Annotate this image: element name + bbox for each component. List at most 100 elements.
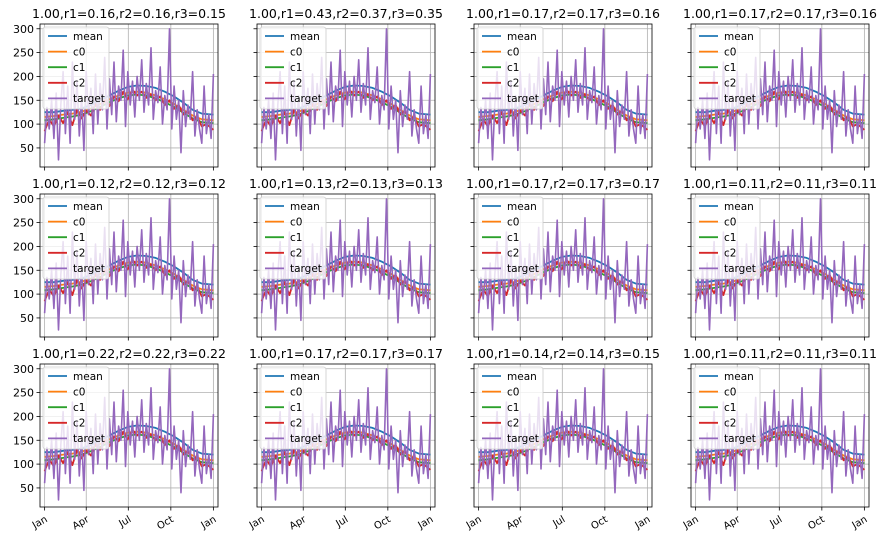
axes-frame <box>39 193 219 338</box>
y-tick-label: 200 <box>13 240 34 253</box>
legend-label-c2: c2 <box>724 418 736 430</box>
legend-label-c0: c0 <box>290 216 302 228</box>
y-tick-label: 100 <box>13 458 34 471</box>
legend-label-target: target <box>724 433 756 445</box>
axes-frame <box>690 193 870 338</box>
legend-box <box>476 366 544 450</box>
series-line-c2 <box>694 428 865 472</box>
legend-label-c1: c1 <box>290 232 302 244</box>
axes-frame <box>473 23 653 168</box>
axes-frame <box>256 363 436 508</box>
axes-frame <box>690 363 870 508</box>
legend-label-target: target <box>507 93 539 105</box>
legend-label-c0: c0 <box>73 46 85 58</box>
series-line-c2 <box>260 428 431 472</box>
subplot-title: 1.00,r1=0.22,r2=0.22,r3=0.22 <box>32 346 226 361</box>
legend-box <box>476 26 544 110</box>
legend-label-c1: c1 <box>290 62 302 74</box>
legend: mean c0 c1 c2 target <box>476 196 544 280</box>
legend: mean c0 c1 c2 target <box>42 196 110 280</box>
legend-label-c1: c1 <box>507 402 519 414</box>
axes-frame <box>39 23 219 168</box>
legend-box <box>42 366 110 450</box>
legend-label-c2: c2 <box>507 78 519 90</box>
legend-box <box>259 366 327 450</box>
legend: mean c0 c1 c2 target <box>42 366 110 450</box>
axes-frame <box>690 23 870 168</box>
subplot-title: 1.00,r1=0.14,r2=0.14,r3=0.15 <box>466 346 660 361</box>
y-tick-label: 200 <box>13 410 34 423</box>
series-line-c2 <box>477 258 648 302</box>
subplot-title: 1.00,r1=0.11,r2=0.11,r3=0.11 <box>683 176 877 191</box>
axes-frame <box>473 363 653 508</box>
axes-frame <box>473 193 653 338</box>
legend: mean c0 c1 c2 target <box>693 26 761 110</box>
legend-label-c0: c0 <box>290 386 302 398</box>
y-tick-label: 300 <box>13 23 34 36</box>
series-line-c2 <box>694 88 865 132</box>
legend-label-c0: c0 <box>724 216 736 228</box>
legend-label-c1: c1 <box>724 62 736 74</box>
legend-label-mean: mean <box>73 371 103 383</box>
series-group <box>260 367 432 501</box>
y-tick-label: 300 <box>13 193 34 206</box>
subplot-title: 1.00,r1=0.17,r2=0.17,r3=0.17 <box>249 346 443 361</box>
legend-label-mean: mean <box>73 201 103 213</box>
y-tick-label: 150 <box>13 264 34 277</box>
legend: mean c0 c1 c2 target <box>693 196 761 280</box>
legend: mean c0 c1 c2 target <box>259 26 327 110</box>
series-line-c2 <box>477 88 648 132</box>
series-group <box>477 27 649 161</box>
subplot-title: 1.00,r1=0.11,r2=0.11,r3=0.11 <box>683 346 877 361</box>
subplot-title: 1.00,r1=0.17,r2=0.17,r3=0.16 <box>683 6 877 21</box>
legend-label-c2: c2 <box>507 248 519 260</box>
y-tick-label: 250 <box>13 217 34 230</box>
y-tick-label: 250 <box>13 47 34 60</box>
legend-label-target: target <box>73 93 105 105</box>
legend-label-target: target <box>724 93 756 105</box>
y-tick-label: 50 <box>20 142 34 155</box>
y-tick-label: 50 <box>20 482 34 495</box>
y-tick-label: 300 <box>13 363 34 376</box>
legend-label-c1: c1 <box>290 402 302 414</box>
legend-label-c0: c0 <box>724 46 736 58</box>
legend-label-c0: c0 <box>724 386 736 398</box>
legend-label-c0: c0 <box>507 46 519 58</box>
legend-label-c1: c1 <box>507 232 519 244</box>
legend-label-c2: c2 <box>724 248 736 260</box>
series-group <box>694 198 866 331</box>
y-tick-label: 150 <box>13 94 34 107</box>
legend-box <box>259 26 327 110</box>
subplot-6: 1.00,r1=0.13,r2=0.13,r3=0.13 mean c0 c1 c2 ta… <box>249 176 443 341</box>
subplot-title: 1.00,r1=0.43,r2=0.37,r3=0.35 <box>249 6 443 21</box>
legend: mean c0 c1 c2 target <box>693 366 761 450</box>
legend-label-mean: mean <box>290 31 320 43</box>
y-tick-label: 200 <box>13 70 34 83</box>
legend-label-c1: c1 <box>724 232 736 244</box>
legend-label-c0: c0 <box>290 46 302 58</box>
legend-label-c2: c2 <box>507 418 519 430</box>
legend-label-c2: c2 <box>73 78 85 90</box>
legend-label-target: target <box>507 263 539 275</box>
legend-box <box>259 196 327 280</box>
y-tick-label: 250 <box>13 387 34 400</box>
legend-label-mean: mean <box>507 31 537 43</box>
legend: mean c0 c1 c2 target <box>476 26 544 110</box>
subplot-2: 1.00,r1=0.43,r2=0.37,r3=0.35 mean c0 c1 c2 ta… <box>249 6 443 171</box>
legend-label-mean: mean <box>724 201 754 213</box>
legend-label-c2: c2 <box>290 248 302 260</box>
series-group <box>477 367 649 501</box>
subplot-title: 1.00,r1=0.12,r2=0.12,r3=0.12 <box>32 176 226 191</box>
series-line-c2 <box>260 258 431 302</box>
legend-label-mean: mean <box>290 371 320 383</box>
legend-label-target: target <box>73 433 105 445</box>
legend-box <box>693 26 761 110</box>
legend-label-target: target <box>73 263 105 275</box>
legend-label-target: target <box>290 93 322 105</box>
axes-frame <box>256 23 436 168</box>
legend-label-c0: c0 <box>507 386 519 398</box>
legend-label-c2: c2 <box>290 78 302 90</box>
legend-label-target: target <box>290 433 322 445</box>
legend-label-c1: c1 <box>73 62 85 74</box>
